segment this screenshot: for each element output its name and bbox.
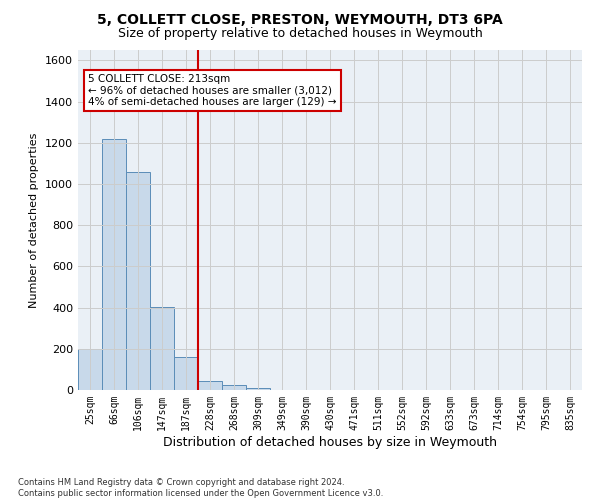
- Bar: [198, 380, 222, 390]
- Bar: [150, 306, 174, 390]
- Bar: [126, 172, 150, 390]
- Bar: [222, 386, 246, 390]
- Bar: [174, 357, 198, 390]
- Text: Size of property relative to detached houses in Weymouth: Size of property relative to detached ho…: [118, 28, 482, 40]
- Y-axis label: Number of detached properties: Number of detached properties: [29, 132, 40, 308]
- Bar: [78, 349, 102, 390]
- Bar: [102, 138, 126, 390]
- Text: Contains HM Land Registry data © Crown copyright and database right 2024.
Contai: Contains HM Land Registry data © Crown c…: [18, 478, 383, 498]
- Text: 5 COLLETT CLOSE: 213sqm
← 96% of detached houses are smaller (3,012)
4% of semi-: 5 COLLETT CLOSE: 213sqm ← 96% of detache…: [88, 74, 337, 107]
- Text: 5, COLLETT CLOSE, PRESTON, WEYMOUTH, DT3 6PA: 5, COLLETT CLOSE, PRESTON, WEYMOUTH, DT3…: [97, 12, 503, 26]
- Bar: [246, 388, 270, 390]
- X-axis label: Distribution of detached houses by size in Weymouth: Distribution of detached houses by size …: [163, 436, 497, 448]
